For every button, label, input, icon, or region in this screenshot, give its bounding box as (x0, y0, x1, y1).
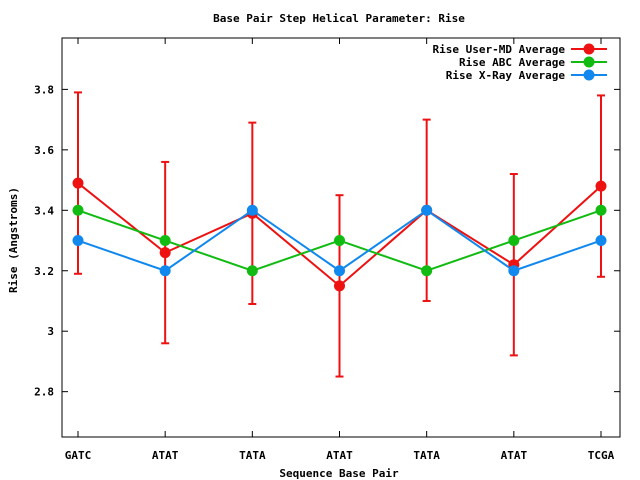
data-point (595, 180, 607, 192)
series-1 (72, 91, 607, 378)
series-3 (72, 204, 607, 277)
y-tick-label: 3.4 (34, 204, 54, 217)
x-tick-label: TATA (413, 449, 440, 462)
x-tick-label: ATAT (501, 449, 528, 462)
data-point (595, 235, 607, 247)
data-point (334, 265, 345, 277)
data-point (334, 280, 345, 292)
series-layer (72, 91, 607, 378)
data-point (508, 265, 520, 277)
y-tick-label: 2.8 (34, 386, 54, 399)
data-point (246, 265, 258, 277)
legend-marker (583, 43, 595, 55)
data-point (159, 235, 171, 247)
y-tick-label: 3.6 (34, 144, 54, 157)
x-axis-label: Sequence Base Pair (279, 467, 399, 480)
data-point (72, 177, 84, 189)
y-axis-label: Rise (Angstroms) (7, 187, 20, 293)
y-tick-label: 3.2 (34, 265, 54, 278)
data-point (508, 235, 520, 247)
y-tick-label: 3 (47, 325, 54, 338)
data-point (159, 265, 171, 277)
x-tick-label: TATA (239, 449, 266, 462)
data-point (421, 204, 433, 216)
data-point (159, 247, 171, 259)
chart-title: Base Pair Step Helical Parameter: Rise (213, 12, 465, 25)
data-point (421, 265, 433, 277)
data-point (246, 204, 258, 216)
axes: 2.8 3 3.2 3.4 3.6 3.8 GATC ATAT TATA ATAT TATA ATAT… (34, 38, 620, 462)
data-point (72, 235, 84, 247)
plot-frame (61, 37, 621, 438)
x-tick-label: ATAT (152, 449, 179, 462)
data-point (72, 204, 84, 216)
x-tick-label: GATC (65, 449, 92, 462)
legend-marker (583, 69, 595, 81)
data-point (595, 204, 607, 216)
legend-label: Rise X-Ray Average (446, 69, 566, 82)
x-tick-label: ATAT (326, 449, 353, 462)
y-tick-label: 3.8 (34, 83, 54, 96)
x-tick-label: TCGA (588, 449, 615, 462)
data-point (334, 235, 345, 247)
legend-label: Rise User-MD Average (433, 43, 566, 56)
legend-marker (583, 56, 595, 68)
legend-label: Rise ABC Average (459, 56, 565, 69)
series-2 (72, 204, 607, 277)
